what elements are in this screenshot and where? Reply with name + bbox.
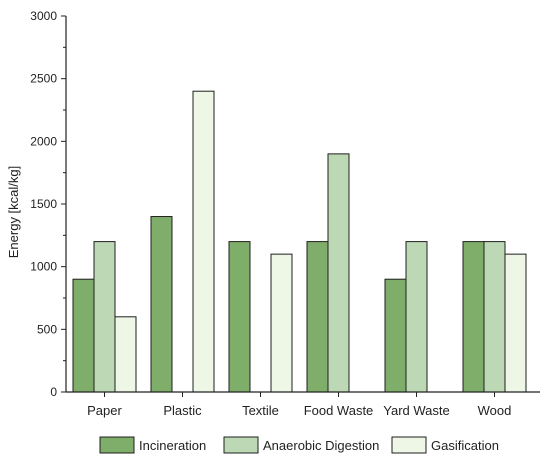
bar-gasification xyxy=(504,253,527,393)
legend-label: Gasification xyxy=(431,438,499,453)
bar-anaerobic-digestion xyxy=(483,241,506,393)
y-tick-label: 1000 xyxy=(30,260,57,274)
x-category-label: Yard Waste xyxy=(383,403,449,418)
y-tick-label: 3000 xyxy=(30,9,57,23)
bar-incineration xyxy=(150,216,173,393)
x-category-label: Wood xyxy=(478,403,512,418)
x-category-label: Food Waste xyxy=(304,403,374,418)
bar-incineration xyxy=(306,241,329,393)
y-ticks: 0 500 1000 1500 2000 2500 3000 xyxy=(30,9,66,399)
y-tick-label: 500 xyxy=(37,322,57,336)
legend-swatch xyxy=(391,436,427,454)
legend-swatch xyxy=(99,436,135,454)
x-category-labels: Paper Plastic Textile Food Waste Yard Waste W… xyxy=(87,392,511,418)
y-tick-label: 2500 xyxy=(30,72,57,86)
y-tick-label: 0 xyxy=(50,385,57,399)
legend-label: Anaerobic Digestion xyxy=(263,438,379,453)
bar-gasification xyxy=(270,253,293,393)
bar-anaerobic-digestion xyxy=(93,241,116,393)
bar-gasification xyxy=(114,316,137,393)
bar-anaerobic-digestion xyxy=(327,153,350,393)
bar-incineration xyxy=(462,241,485,393)
bar-incineration xyxy=(72,278,95,393)
x-category-label: Textile xyxy=(242,403,279,418)
legend-label: Incineration xyxy=(139,438,206,453)
bar-anaerobic-digestion xyxy=(405,241,428,393)
bar-gasification xyxy=(192,90,215,393)
y-tick-label: 2000 xyxy=(30,134,57,148)
bar-incineration xyxy=(228,241,251,393)
x-category-label: Paper xyxy=(87,403,122,418)
y-axis-title: Energy [kcal/kg] xyxy=(6,166,21,259)
legend: Incineration Anaerobic Digestion Gasificat… xyxy=(99,436,499,454)
bars-layer xyxy=(72,90,527,393)
legend-swatch xyxy=(223,436,259,454)
x-category-label: Plastic xyxy=(163,403,202,418)
y-tick-label: 1500 xyxy=(30,197,57,211)
bar-incineration xyxy=(384,278,407,393)
